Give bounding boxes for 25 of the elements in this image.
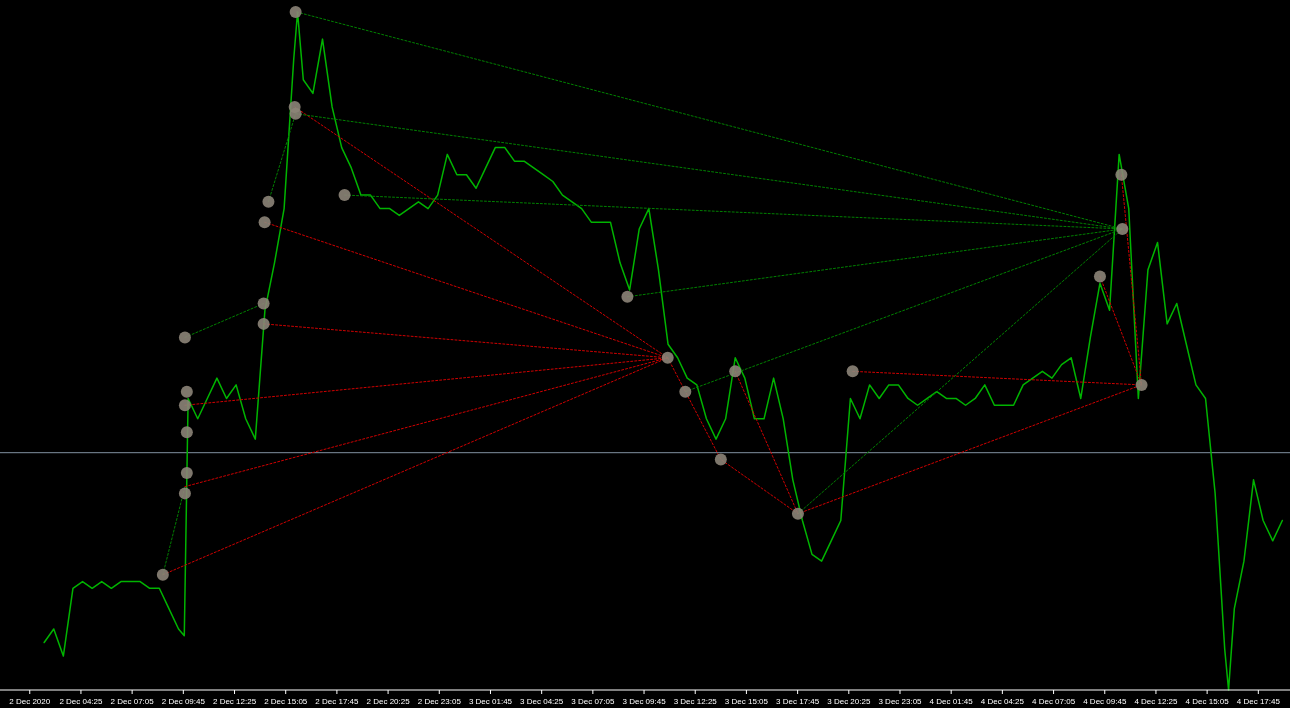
x-tick-label: 3 Dec 15:05 (724, 697, 769, 706)
x-tick-label: 4 Dec 04:25 (980, 697, 1025, 706)
x-tick-label: 4 Dec 15:05 (1185, 697, 1230, 706)
x-tick-label: 3 Dec 17:45 (776, 697, 820, 706)
x-tick-label: 3 Dec 09:45 (622, 697, 667, 706)
x-tick-label: 4 Dec 09:45 (1083, 697, 1127, 706)
x-tick-label: 2 Dec 23:05 (417, 697, 462, 706)
x-tick-label: 3 Dec 20:25 (827, 697, 871, 706)
x-tick-label: 4 Dec 17:45 (1236, 697, 1281, 706)
x-tick-label: 2 Dec 09:45 (161, 697, 206, 706)
x-tick-label: 2 Dec 04:25 (59, 697, 104, 706)
x-tick-label: 2 Dec 15:05 (264, 697, 308, 706)
x-tick-label: 2 Dec 20:25 (366, 697, 411, 706)
x-tick-label: 2 Dec 07:05 (110, 697, 155, 706)
x-tick-label: 2 Dec 12:25 (212, 697, 257, 706)
x-tick-label: 3 Dec 23:05 (878, 697, 923, 706)
x-tick-label: 3 Dec 01:45 (468, 697, 513, 706)
x-tick-label: 3 Dec 07:05 (571, 697, 615, 706)
x-tick-label: 2 Dec 17:45 (315, 697, 360, 706)
x-tick-label: 4 Dec 12:25 (1134, 697, 1179, 706)
x-tick-label: 4 Dec 01:45 (929, 697, 974, 706)
x-tick-label: 2 Dec 2020 (9, 697, 51, 706)
x-tick-label: 4 Dec 07:05 (1031, 697, 1076, 706)
x-tick-label: 3 Dec 04:25 (520, 697, 564, 706)
x-tick-label: 3 Dec 12:25 (673, 697, 718, 706)
